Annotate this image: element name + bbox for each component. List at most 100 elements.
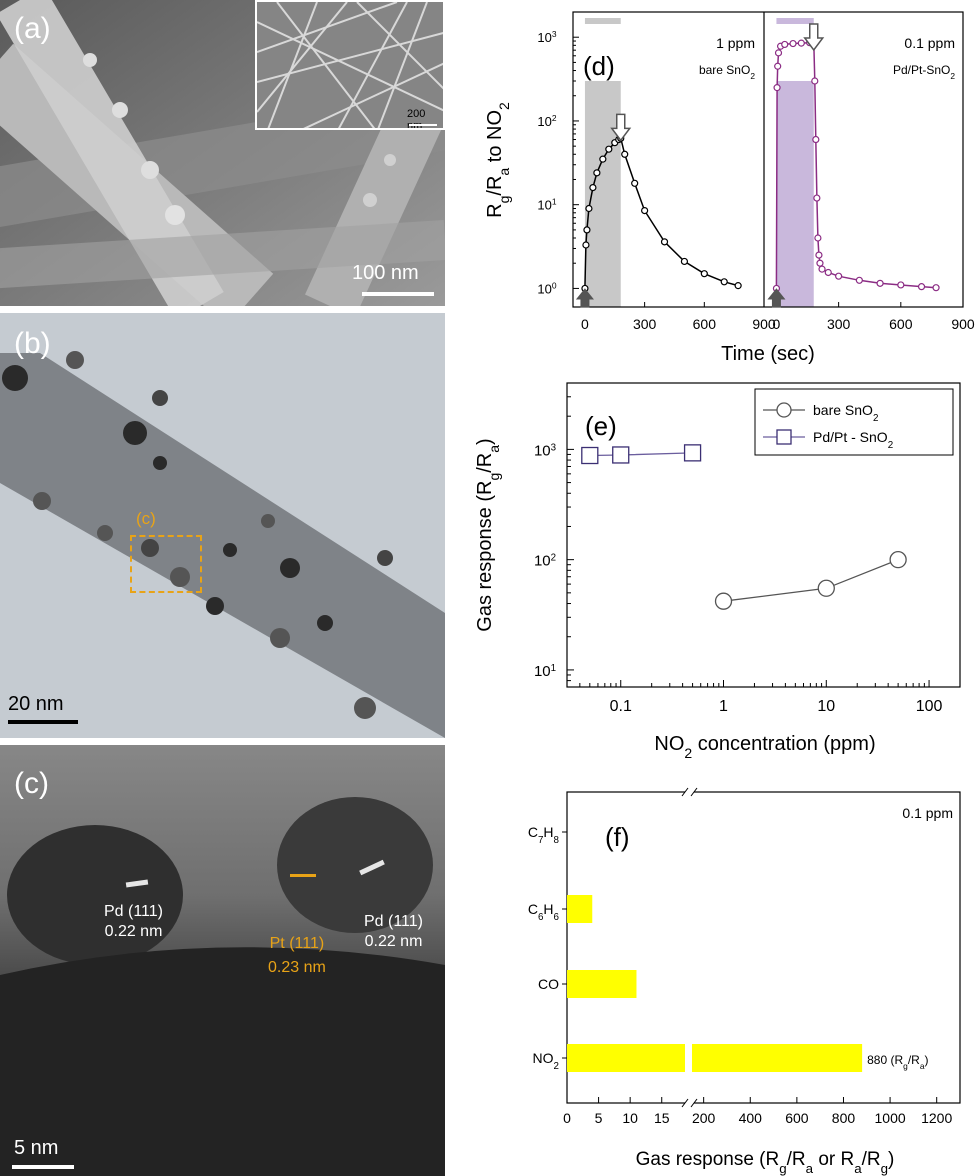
x-tick-label-d: 0 xyxy=(581,316,589,332)
axis-break-mark-bottom-2 xyxy=(690,1098,698,1108)
y-axis-label-e: Gas response (Rg/Ra) xyxy=(474,438,502,631)
data-point-d-2 xyxy=(932,284,940,292)
y-tick-label-d: 102 xyxy=(537,113,556,129)
x-tick-label-e: 0.1 xyxy=(610,698,632,715)
lattice-spacing-3: 0.22 nm xyxy=(364,933,423,950)
x-axis-label-e: NO2 concentration (ppm) xyxy=(654,733,875,761)
x-tick-label-d: 300 xyxy=(827,316,851,332)
chart-f-selectivity: 880 (Rg/Ra) C7H8 C6H6 CO NO2 0 5 10 15 200 400 600 8… xyxy=(528,787,961,1176)
lattice-annotation-2: Pt (111) 0.23 nm xyxy=(268,932,326,980)
y-axis-label-d: Rg/Ra to NO2 xyxy=(484,102,512,218)
plot-frame-e xyxy=(566,382,961,688)
inset-scale-bar xyxy=(409,124,437,126)
scale-bar-b xyxy=(8,720,78,724)
data-point-d-2 xyxy=(824,268,832,277)
tem-nanofiber-image xyxy=(0,313,445,738)
data-point-d-1 xyxy=(631,179,639,187)
material-label-right: Pd/Pt-SnO2 xyxy=(893,63,955,81)
data-point-d-2 xyxy=(812,135,820,144)
axis-break-mask-top xyxy=(685,788,694,796)
gas-on-arrow-1 xyxy=(575,288,594,308)
panel-label-d: (d) xyxy=(583,51,615,81)
scale-bar-c xyxy=(12,1165,74,1169)
data-point-d-2 xyxy=(897,281,905,289)
scale-bar-a xyxy=(362,292,434,296)
legend-label-bare: bare SnO2 xyxy=(813,402,878,424)
data-point-e-bare xyxy=(817,579,835,597)
axis-break-mark-top-1 xyxy=(681,787,689,797)
sem-inset: 200 nm xyxy=(255,0,445,130)
bar-4-high xyxy=(692,1044,863,1072)
plot-frame-d xyxy=(572,11,964,308)
lattice-plane-2: Pt (111) xyxy=(269,935,325,952)
panel-label-c: (c) xyxy=(14,767,49,800)
lattice-spacing-1: 0.22 nm xyxy=(104,923,163,940)
data-point-d-1 xyxy=(582,241,590,249)
selected-area-box xyxy=(130,535,202,593)
panel-label-a: (a) xyxy=(14,12,51,45)
data-point-d-1 xyxy=(700,270,708,278)
data-point-e-pdpt xyxy=(581,446,599,465)
exposure-shading-1 xyxy=(584,80,621,308)
y-tick-label-e: 103 xyxy=(534,442,556,460)
data-point-d-1 xyxy=(593,169,601,177)
data-point-d-2 xyxy=(773,84,781,92)
data-point-d-1 xyxy=(641,206,649,215)
scale-label-a: 100 nm xyxy=(352,262,419,284)
x-tick-label-d: 900 xyxy=(752,316,776,332)
plot-frame-f xyxy=(566,791,961,1104)
category-label-2: C6H6 xyxy=(528,901,560,923)
data-point-d-2 xyxy=(876,279,884,287)
panel-label-f: (f) xyxy=(605,822,630,852)
gas-on-arrow-2 xyxy=(767,288,786,308)
data-point-d-2 xyxy=(855,276,863,284)
inset-scale-label: 200 nm xyxy=(407,108,426,128)
data-point-d-1 xyxy=(734,282,742,290)
data-point-e-pdpt xyxy=(683,444,702,462)
data-point-d-1 xyxy=(599,155,607,163)
x-tick-label-f-high: 1200 xyxy=(921,1110,952,1126)
x-tick-label-f-low: 15 xyxy=(654,1110,670,1126)
x-tick-label-d: 600 xyxy=(693,316,717,332)
data-point-e-bare xyxy=(889,551,907,569)
y-tick-label-d: 101 xyxy=(537,197,556,213)
x-tick-label-f-high: 600 xyxy=(785,1110,809,1126)
legend-marker-pdpt xyxy=(776,429,792,445)
scale-label-b: 20 nm xyxy=(8,693,64,715)
y-tick-label-d: 100 xyxy=(537,280,556,296)
axis-break-mask-bottom xyxy=(685,1099,694,1107)
data-point-d-1 xyxy=(585,204,593,213)
bar-3 xyxy=(567,970,637,998)
x-axis-label-f: Gas response (Rg/Ra or Ra/Rg) xyxy=(636,1149,895,1176)
data-point-d-2 xyxy=(789,39,797,48)
data-point-d-2 xyxy=(816,259,824,267)
hrtem-lattice-image xyxy=(0,745,445,1176)
conc-label-f: 0.1 ppm xyxy=(902,805,953,821)
x-tick-label-f-high: 800 xyxy=(832,1110,856,1126)
category-label-1: C7H8 xyxy=(528,824,560,846)
bar-2 xyxy=(567,895,593,923)
x-tick-label-d: 900 xyxy=(951,316,975,332)
lattice-spacing-2: 0.23 nm xyxy=(268,959,326,976)
category-label-3: CO xyxy=(538,976,559,992)
data-point-d-2 xyxy=(814,234,822,242)
x-tick-label-e: 100 xyxy=(916,698,943,715)
legend-marker-bare xyxy=(776,402,792,418)
x-tick-label-f-high: 200 xyxy=(692,1110,716,1126)
hrtem-image-panel-c: Pd (111) 0.22 nm Pt (111) 0.23 nm Pd (11… xyxy=(0,745,445,1176)
data-point-d-2 xyxy=(818,265,826,273)
y-tick-label-e: 102 xyxy=(534,552,556,570)
x-tick-label-f-high: 400 xyxy=(739,1110,763,1126)
data-point-d-1 xyxy=(583,226,591,234)
data-point-d-2 xyxy=(774,49,783,57)
lattice-marker-2 xyxy=(290,874,316,877)
data-point-e-bare xyxy=(714,592,733,610)
chart-e-concentration-response: 101 102 103 0.1 1 10 100 bare SnO2 Pd/Pt - SnO2 (… xyxy=(474,382,961,761)
axis-break-mark-top-2 xyxy=(690,787,698,797)
data-point-d-2 xyxy=(835,272,843,280)
exposure-shading-2 xyxy=(776,80,814,308)
bar-value-label-no2: 880 (Rg/Ra) xyxy=(867,1053,928,1071)
selected-area-label: (c) xyxy=(136,509,156,528)
axis-break-mark-bottom-1 xyxy=(681,1098,689,1108)
